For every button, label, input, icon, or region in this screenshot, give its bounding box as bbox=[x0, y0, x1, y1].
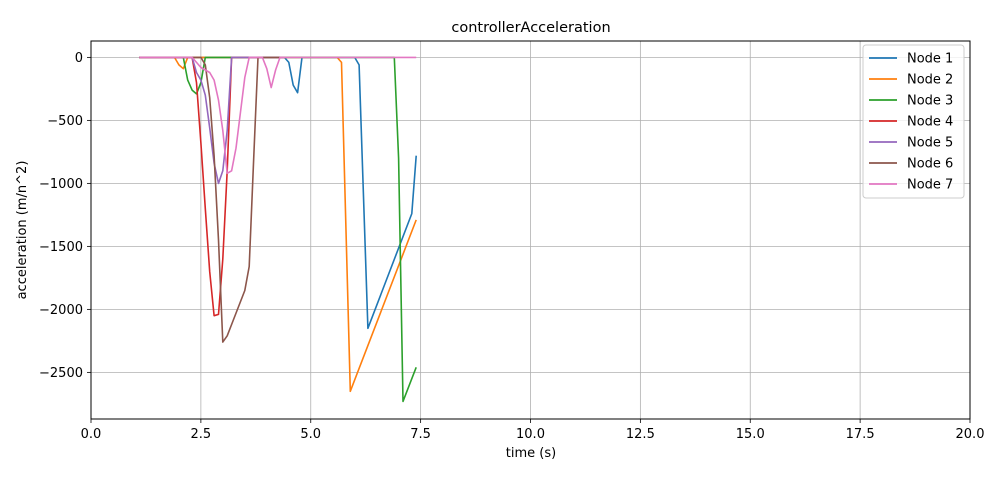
legend-box bbox=[862, 44, 965, 199]
legend-label-2: Node 2 bbox=[907, 73, 953, 88]
x-tick-label: 17.5 bbox=[846, 427, 875, 442]
y-tick-label: −1000 bbox=[39, 177, 83, 192]
series-lines bbox=[139, 56, 417, 403]
series-line-5 bbox=[139, 56, 285, 185]
x-axis-label: time (s) bbox=[506, 446, 556, 461]
y-tick-label: −2500 bbox=[39, 366, 83, 381]
legend: Node 1 Node 2 Node 3 Node 4 Node 5 Node 6 Node… bbox=[862, 44, 965, 199]
x-tick-label: 5.0 bbox=[300, 427, 321, 442]
x-tick-label: 20.0 bbox=[956, 427, 985, 442]
y-tick-label: −1500 bbox=[39, 240, 83, 255]
x-tick-label: 2.5 bbox=[191, 427, 212, 442]
y-tick-label: 0 bbox=[75, 51, 83, 66]
legend-label-4: Node 4 bbox=[907, 115, 953, 130]
legend-label-6: Node 6 bbox=[907, 157, 953, 172]
x-tick-label: 12.5 bbox=[626, 427, 655, 442]
legend-label-7: Node 7 bbox=[907, 178, 953, 193]
chart-title: controllerAcceleration bbox=[451, 20, 610, 36]
x-tick-label: 0.0 bbox=[81, 427, 102, 442]
y-tick-label: −2000 bbox=[39, 303, 83, 318]
y-axis-ticks: 0 −500 −1000 −1500 −2000 −2500 bbox=[39, 51, 91, 381]
x-tick-label: 15.0 bbox=[736, 427, 765, 442]
x-axis-ticks: 0.0 2.5 5.0 7.5 10.0 12.5 15.0 17.5 20.0 bbox=[81, 419, 985, 442]
legend-label-1: Node 1 bbox=[907, 52, 953, 67]
y-axis-label: acceleration (m/n^2) bbox=[15, 161, 30, 300]
series-line-7 bbox=[139, 56, 417, 175]
y-tick-label: −500 bbox=[47, 114, 83, 129]
x-tick-label: 7.5 bbox=[410, 427, 431, 442]
series-line-4 bbox=[139, 56, 285, 317]
series-line-6 bbox=[139, 56, 285, 343]
legend-label-5: Node 5 bbox=[907, 136, 953, 151]
x-tick-label: 10.0 bbox=[516, 427, 545, 442]
legend-label-3: Node 3 bbox=[907, 94, 953, 109]
